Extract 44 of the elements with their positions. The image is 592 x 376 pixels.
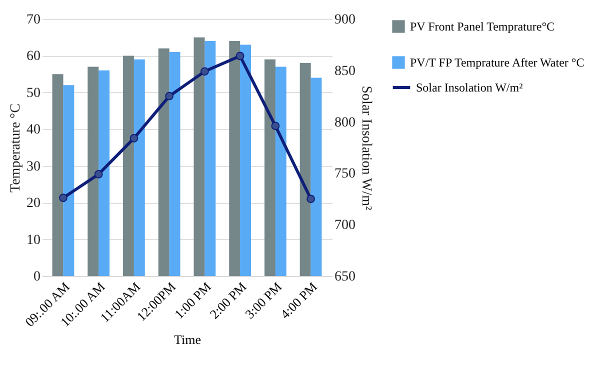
y-tick-label: 40 xyxy=(26,122,40,138)
y-tick-label: 10 xyxy=(26,232,40,248)
y-axis-title: Temperature °C xyxy=(8,104,24,192)
legend-label: Solar Insolation W/m² xyxy=(416,80,524,94)
y2-tick-label: 700 xyxy=(334,218,356,234)
y-tick-label: 50 xyxy=(26,86,40,101)
legend-label: PV/T FP Temprature After Water °C xyxy=(410,56,584,70)
x-axis-title: Time xyxy=(174,332,202,348)
bar xyxy=(169,52,180,276)
point xyxy=(271,122,280,130)
legend-label: PV Front Panel Temprature°C xyxy=(410,20,555,34)
bar xyxy=(300,63,311,276)
y-tick-label: 20 xyxy=(26,196,40,212)
bar xyxy=(310,78,322,276)
point xyxy=(59,194,68,202)
y2-tick-label: 900 xyxy=(334,12,356,28)
bar xyxy=(158,48,170,276)
point xyxy=(130,134,138,142)
bar xyxy=(264,59,276,276)
point xyxy=(200,67,209,76)
y-tick-label: 30 xyxy=(26,159,40,174)
y-tick-label: 0 xyxy=(34,270,40,284)
y2-tick-label: 850 xyxy=(334,64,356,79)
y-tick-label: 60 xyxy=(26,49,40,64)
bar xyxy=(229,41,240,276)
bar xyxy=(194,37,205,276)
y-tick-label: 70 xyxy=(26,12,40,28)
bar xyxy=(63,85,74,276)
point xyxy=(165,92,174,100)
point xyxy=(94,170,103,178)
point xyxy=(236,52,244,60)
bar xyxy=(98,70,110,276)
bar xyxy=(123,56,134,276)
bar xyxy=(275,66,286,276)
point xyxy=(306,194,315,204)
bar xyxy=(88,66,99,276)
bar xyxy=(240,44,251,276)
y2-tick-label: 800 xyxy=(334,115,356,130)
y2-tick-label: 750 xyxy=(334,166,356,182)
bar xyxy=(52,74,64,276)
y2-tick-label: 650 xyxy=(334,270,356,284)
bar xyxy=(204,41,216,276)
y2-axis-title: Solar Insolation W/m² xyxy=(358,86,374,210)
bar xyxy=(134,59,145,276)
